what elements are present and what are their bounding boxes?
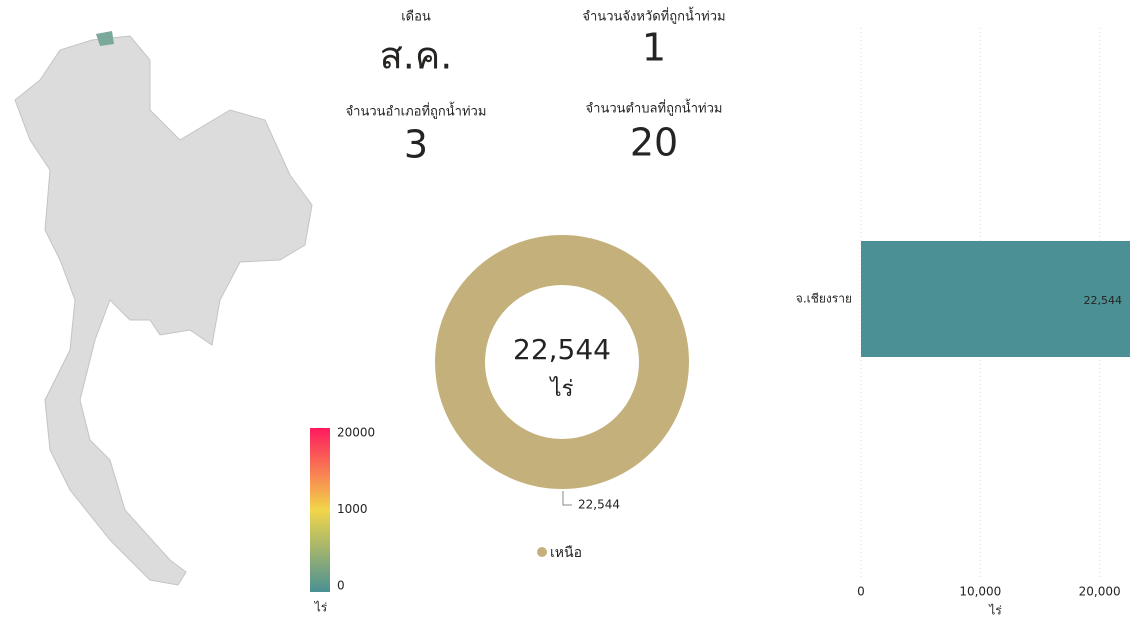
legend-marker — [537, 547, 547, 557]
legend-label: เหนือ — [550, 545, 582, 561]
donut-center-value: 22,544 — [513, 333, 611, 366]
kpi-value: 20 — [630, 121, 678, 165]
data-label: 22,544 — [578, 498, 620, 512]
kpi-value: ส.ค. — [380, 34, 453, 78]
legend-label: 20000 — [337, 426, 375, 440]
data-label: 22,544 — [1084, 294, 1123, 307]
kpi-label: จำนวนจังหวัดที่ถูกน้ำท่วม — [582, 7, 725, 25]
donut-slice — [435, 235, 689, 489]
legend-bar — [310, 428, 330, 592]
legend-title: ไร่ — [314, 601, 328, 615]
map-shape — [14, 35, 313, 586]
bar — [861, 241, 1130, 357]
donut-center-unit: ไร่ — [549, 376, 574, 402]
leader-line — [562, 491, 572, 506]
kpi-value: 1 — [642, 26, 666, 70]
x-tick-label: 20,000 — [1079, 585, 1121, 599]
legend-label: 0 — [337, 579, 345, 593]
x-tick-label: 10,000 — [959, 585, 1001, 599]
x-tick-label: 0 — [857, 585, 865, 599]
kpi-label: จำนวนตำบลที่ถูกน้ำท่วม — [586, 99, 723, 117]
legend-label: 1000 — [337, 502, 368, 516]
y-tick-label: จ.เชียงราย — [796, 292, 852, 306]
x-axis-title: ไร่ — [988, 604, 1002, 618]
kpi-value: 3 — [404, 123, 428, 167]
kpi-label: จำนวนอำเภอที่ถูกน้ำท่วม — [346, 102, 487, 120]
map-highlight — [96, 31, 114, 46]
kpi-label: เดือน — [401, 9, 431, 25]
